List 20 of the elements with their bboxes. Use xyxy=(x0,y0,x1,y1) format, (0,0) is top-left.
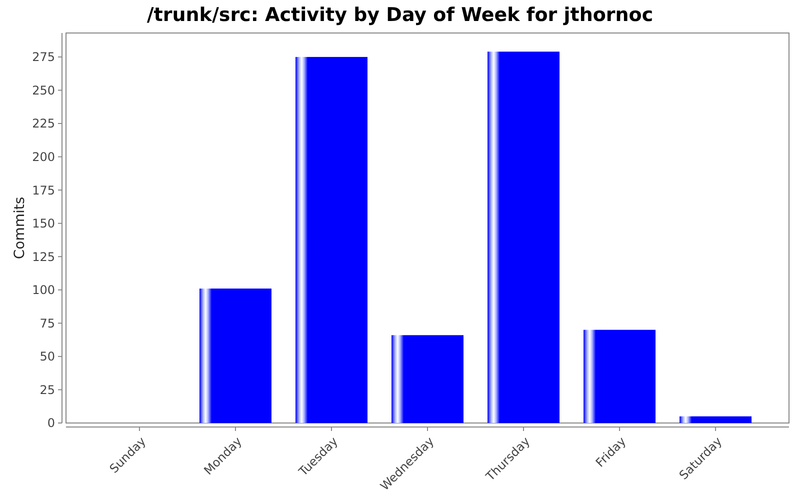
bar xyxy=(488,52,560,423)
y-axis-title: Commits xyxy=(12,196,28,260)
bar xyxy=(680,416,752,423)
y-tick-label: 150 xyxy=(32,216,55,231)
y-tick-label: 50 xyxy=(40,350,55,364)
y-tick-label: 250 xyxy=(32,83,55,98)
y-tick-label: 75 xyxy=(40,316,55,330)
y-tick-label: 200 xyxy=(32,150,55,164)
y-tick-label: 25 xyxy=(40,382,55,397)
bar xyxy=(295,56,368,423)
y-tick-label: 125 xyxy=(32,250,55,264)
bar xyxy=(391,335,464,423)
bar xyxy=(584,330,656,423)
y-tick-label: 225 xyxy=(32,116,55,131)
y-tick-label: 275 xyxy=(32,50,55,64)
bar xyxy=(199,288,272,423)
chart-title: /trunk/src: Activity by Day of Week for jthornoc xyxy=(146,4,654,26)
y-tick-label: 175 xyxy=(32,183,55,198)
y-tick-label: 100 xyxy=(32,283,55,298)
y-tick-label: 0 xyxy=(47,416,55,430)
